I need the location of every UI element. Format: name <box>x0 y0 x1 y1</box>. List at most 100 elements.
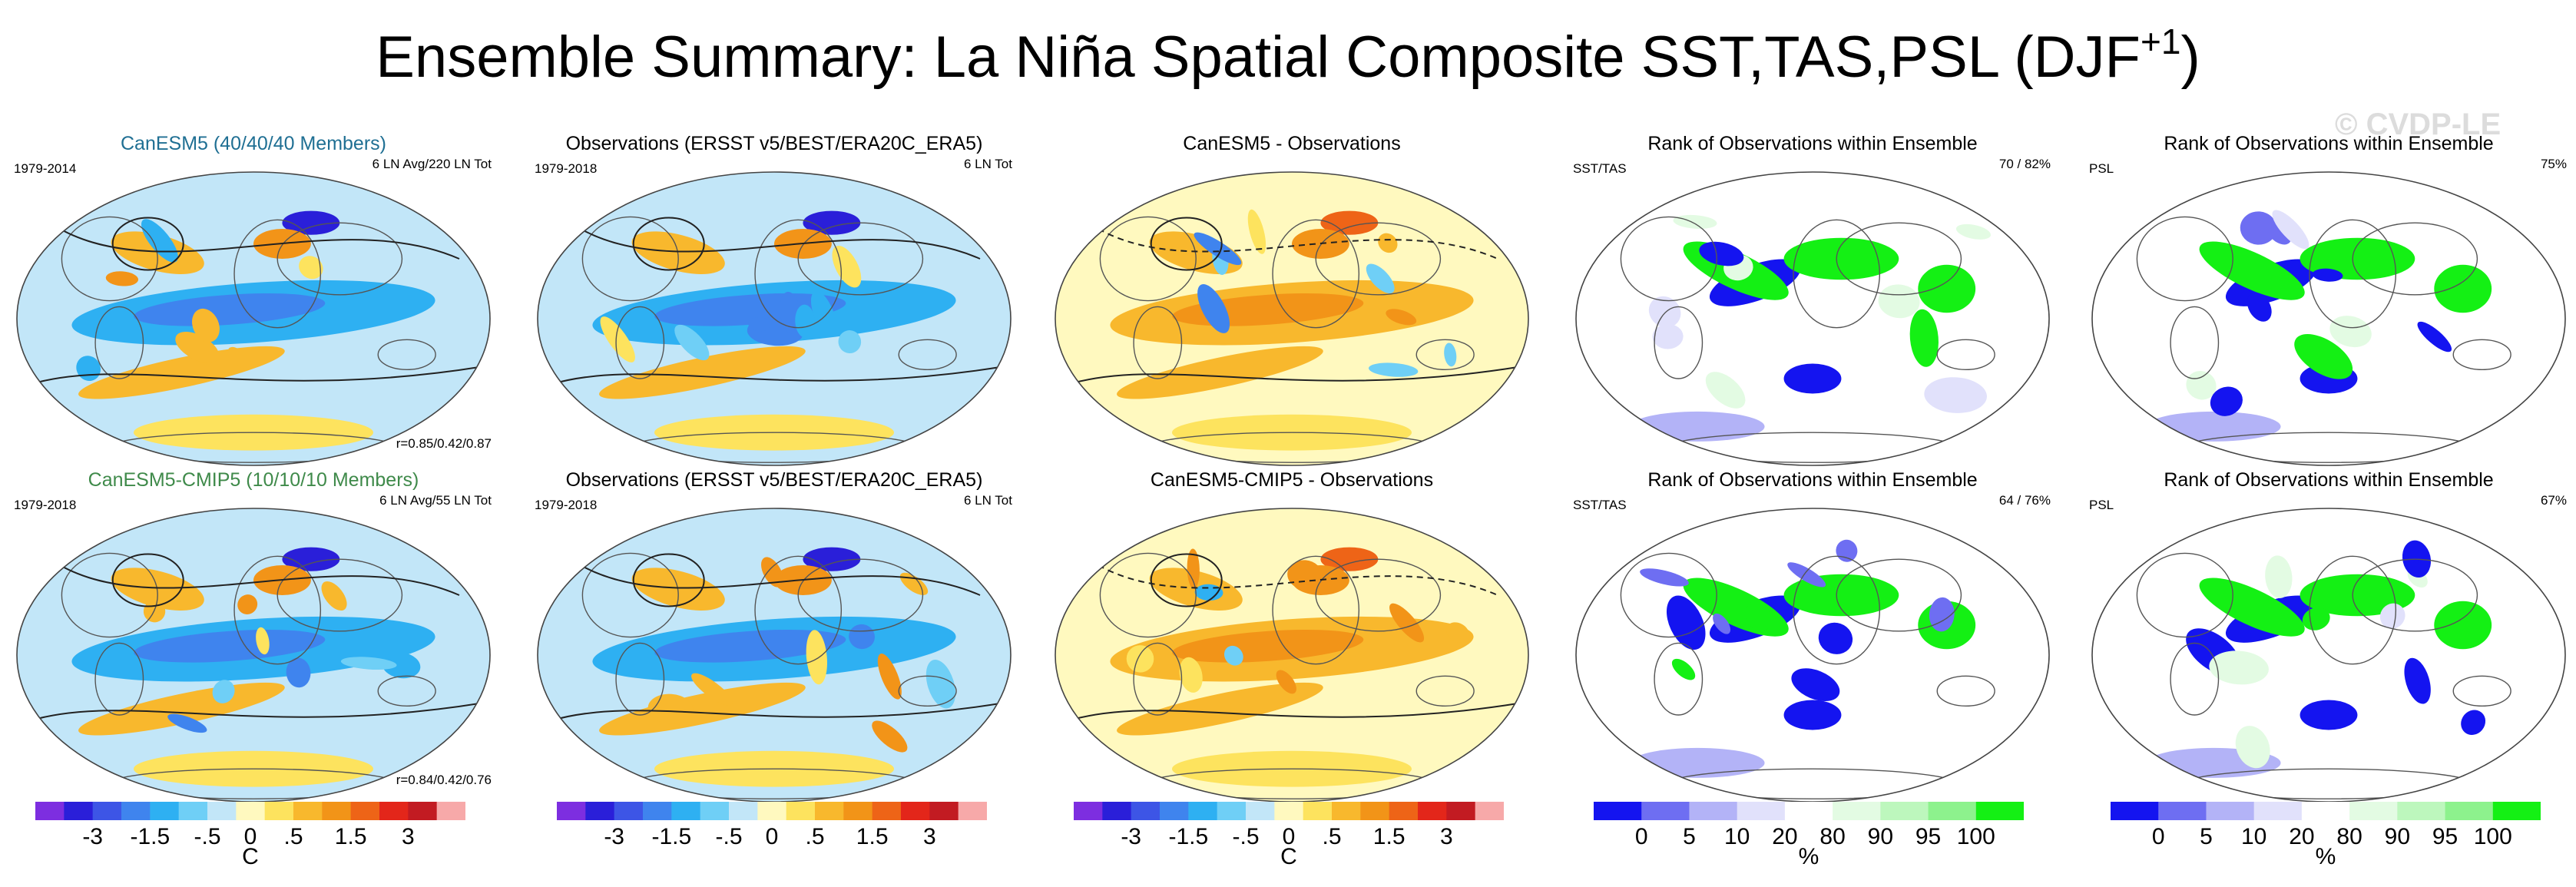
colorbar-swatch <box>1833 802 1881 820</box>
map-panel: CanESM5-CMIP5 (10/10/10 Members) 1979-201… <box>8 468 499 806</box>
map-anomaly-region <box>2210 386 2243 416</box>
continent-outline <box>1936 675 1995 707</box>
map-anomaly-region <box>1783 237 1899 280</box>
colorbar-unit: C <box>1280 844 1297 869</box>
colorbar-tick-label: -.5 <box>715 824 743 849</box>
colorbar-swatch <box>1880 802 1929 820</box>
colorbar-swatch <box>843 802 873 820</box>
colorbar-swatch <box>1418 802 1447 820</box>
map-anomaly-region <box>256 627 270 655</box>
colorbar-tick-label: 3 <box>401 824 415 849</box>
psl-contour <box>549 702 1004 722</box>
psl-contour <box>580 564 981 596</box>
map-anomaly-region <box>1368 362 1419 377</box>
map-anomaly-region <box>1630 411 1765 442</box>
psl-contour <box>1150 217 1223 271</box>
colorbar-unit: % <box>2315 844 2336 869</box>
panel-right-label: 75% <box>2540 157 2567 171</box>
panel-left-label: 1979-2018 <box>535 498 598 512</box>
map-anomaly-region <box>691 673 733 706</box>
map-anomaly-region <box>1126 645 1154 673</box>
figure-title: Ensemble Summary: La Niña Spatial Compos… <box>0 23 2576 92</box>
colorbar-swatch <box>2445 802 2494 820</box>
colorbar-tick-label: 1.5 <box>856 824 889 849</box>
map-anomaly-region <box>167 713 207 733</box>
psl-contour <box>59 564 460 596</box>
map-anomaly-region <box>1918 264 1976 313</box>
psl-contour <box>1067 702 1521 722</box>
figure-title-superscript: +1 <box>2140 22 2181 61</box>
colorbar: 0 5 10 20 80 90 95 100% <box>2111 802 2541 869</box>
continent-outline <box>233 555 322 665</box>
continent-outline <box>1099 216 1197 302</box>
panel-right-label: 67% <box>2540 493 2567 508</box>
map-anomaly-region <box>674 324 710 361</box>
world-map <box>2091 171 2566 466</box>
map-panel: Rank of Observations within Ensemble PSL 6… <box>2083 468 2574 806</box>
map-anomaly-region <box>134 629 326 663</box>
map-anomaly-region <box>2199 241 2305 300</box>
continent-outline <box>1654 642 1704 716</box>
map-anomaly-region <box>1117 682 1323 736</box>
continent-outline <box>1415 675 1475 707</box>
colorbar-swatch <box>2301 802 2350 820</box>
map-anomaly-region <box>1648 296 1681 328</box>
map-anomaly-region <box>1247 209 1266 254</box>
map-anomaly-region <box>810 291 836 337</box>
colorbar-swatch <box>557 802 586 820</box>
panel-left-label: PSL <box>2089 498 2114 512</box>
colorbar-swatches <box>1074 802 1505 820</box>
map-anomaly-region <box>806 630 827 685</box>
colorbar-swatches <box>1594 802 2025 820</box>
map-anomaly-region <box>192 308 220 343</box>
map-field <box>538 172 1011 465</box>
map-anomaly-region <box>1671 658 1696 680</box>
continent-outline <box>1133 306 1183 379</box>
colorbar-swatch <box>2206 802 2255 820</box>
map-anomaly-region <box>2199 578 2305 637</box>
colorbar-swatch <box>1246 802 1275 820</box>
map-anomaly-region <box>2247 292 2272 322</box>
colorbar-tick-label: .5 <box>1322 824 1342 849</box>
colorbar-swatch <box>1217 802 1247 820</box>
panel-title: Observations (ERSST v5/BEST/ERA20C_ERA5) <box>565 133 983 154</box>
psl-contour <box>549 366 1004 386</box>
figure-title-close: ) <box>2180 25 2200 90</box>
colorbar-tick-label: -1.5 <box>130 824 171 849</box>
colorbar-swatch <box>1689 802 1738 820</box>
map-anomaly-region <box>340 657 397 670</box>
colorbar-swatch <box>293 802 323 820</box>
map-field <box>1055 508 1528 802</box>
map-anomaly-region <box>282 547 340 571</box>
map-field <box>1055 172 1528 465</box>
continent-outline <box>1620 552 1717 638</box>
continent-outline <box>94 306 144 379</box>
colorbar-tick-label: 1.5 <box>1372 824 1406 849</box>
colorbar-swatch <box>729 802 758 820</box>
continent-outline <box>1793 219 1881 329</box>
map-anomaly-region <box>795 304 815 338</box>
map-anomaly-region <box>2265 555 2293 598</box>
colorbar-swatches <box>557 802 988 820</box>
colorbar-tick-label: 100 <box>1956 824 1995 849</box>
map-anomaly-region <box>877 654 902 700</box>
continent-outline <box>276 558 403 632</box>
map-anomaly-region <box>1746 601 1771 632</box>
colorbar: -3 -1.5 -.5 0 .5 1.5 3 <box>557 802 988 849</box>
colorbar-tick-label: -1.5 <box>1168 824 1209 849</box>
map-anomaly-region <box>2235 726 2270 769</box>
colorbar-swatch <box>121 802 151 820</box>
colorbar-swatch <box>1303 802 1333 820</box>
map-anomaly-region <box>1389 603 1425 643</box>
psl-contour <box>59 228 460 260</box>
colorbar: -3 -1.5 -.5 0 .5 1.5 3 C <box>35 802 466 869</box>
map-anomaly-region <box>2312 268 2343 282</box>
map-anomaly-region <box>1955 223 1992 240</box>
map-border <box>2091 171 2566 466</box>
map-anomaly-region <box>1320 547 1379 571</box>
colorbar-swatch <box>408 802 438 820</box>
colorbar-tick-label: 5 <box>1683 824 1696 849</box>
colorbar-swatch <box>929 802 959 820</box>
map-anomaly-region <box>134 293 326 326</box>
map-panel: Observations (ERSST v5/BEST/ERA20C_ERA5)… <box>528 468 1020 806</box>
